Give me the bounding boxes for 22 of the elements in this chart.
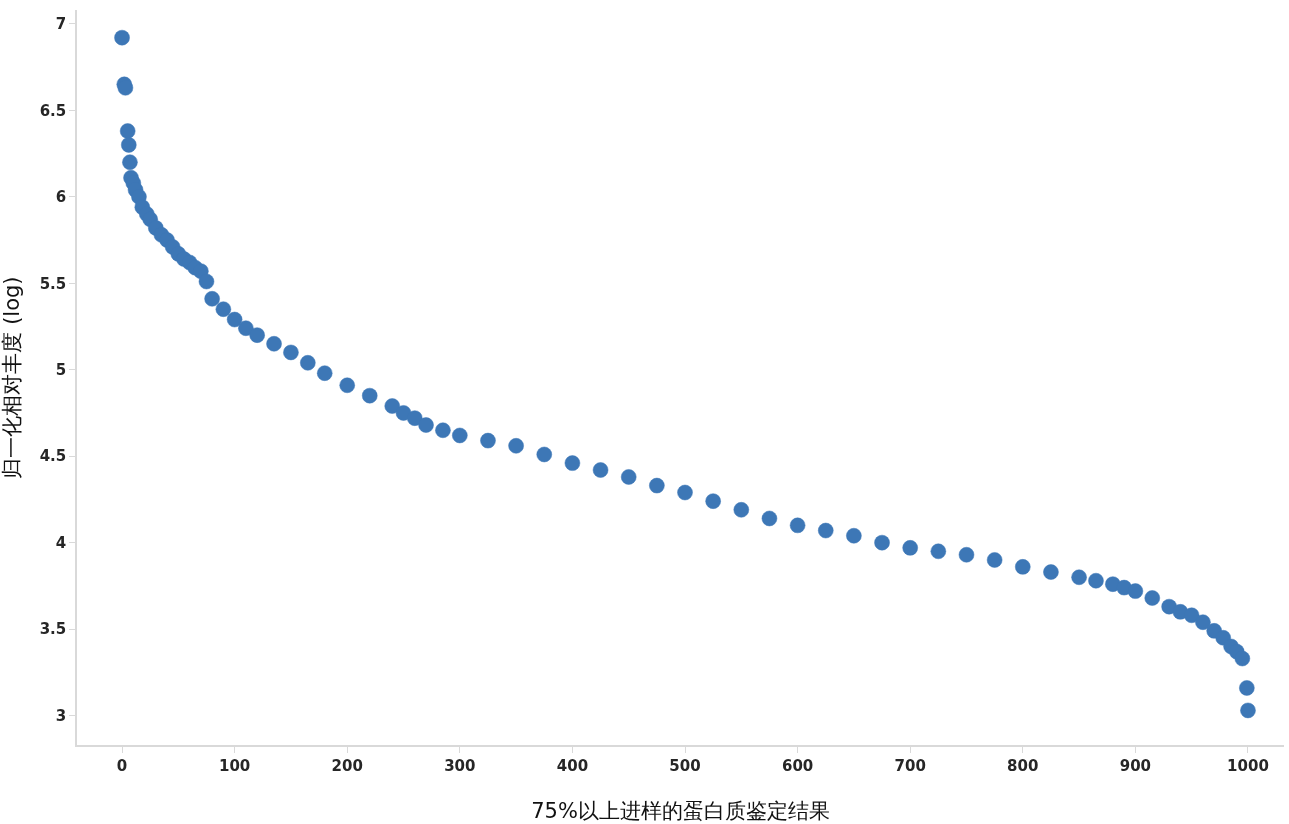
y-tick-label: 6 xyxy=(55,188,67,207)
x-tick-label: 1000 xyxy=(1227,756,1269,775)
x-tick-label: 500 xyxy=(669,756,701,775)
y-tick-label: 3.5 xyxy=(39,620,67,639)
y-tick-label: 3 xyxy=(55,706,67,725)
x-tick-label: 0 xyxy=(116,756,128,775)
x-axis-title: 75%以上进样的蛋白质鉴定结果 xyxy=(531,799,830,824)
x-tick-label: 700 xyxy=(894,756,926,775)
x-tick-label: 400 xyxy=(556,756,589,775)
y-tick-label: 5 xyxy=(55,360,67,379)
y-tick-label: 4 xyxy=(55,533,67,552)
y-axis-title: 归一化相对丰度 (log) xyxy=(0,276,24,479)
x-tick-label: 900 xyxy=(1119,756,1152,775)
x-tick-label: 600 xyxy=(781,756,814,775)
x-tick-label: 800 xyxy=(1007,756,1039,775)
y-tick-label: 6.5 xyxy=(39,101,67,120)
y-tick-label: 4.5 xyxy=(39,447,67,466)
x-tick-label: 300 xyxy=(444,756,476,775)
x-tick-label: 100 xyxy=(218,756,251,775)
x-tick-label: 200 xyxy=(331,756,363,775)
y-tick-label: 7 xyxy=(55,15,67,34)
y-tick-label: 5.5 xyxy=(39,274,67,293)
